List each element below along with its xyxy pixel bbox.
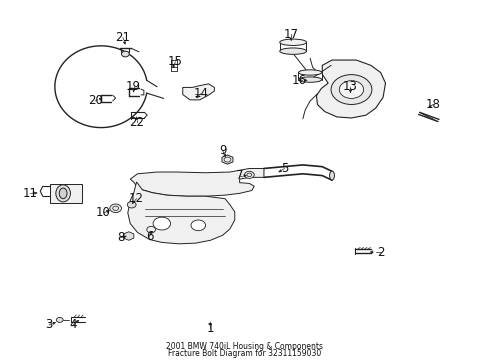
Text: 21: 21 [115,31,130,44]
Ellipse shape [298,77,321,82]
Polygon shape [127,182,234,244]
Text: 10: 10 [96,206,111,219]
Text: 3: 3 [45,318,53,332]
Circle shape [110,204,121,212]
Ellipse shape [56,185,70,202]
Polygon shape [130,168,264,196]
Circle shape [244,171,254,179]
Text: 5: 5 [280,162,287,175]
Text: 18: 18 [425,98,440,111]
Text: Fracture Bolt Diagram for 32311159030: Fracture Bolt Diagram for 32311159030 [167,349,321,358]
Text: 13: 13 [343,80,357,93]
FancyBboxPatch shape [50,184,81,203]
Text: 2001 BMW 740iL Housing & Components: 2001 BMW 740iL Housing & Components [165,342,323,351]
Text: 6: 6 [145,230,153,243]
Text: 22: 22 [129,116,144,129]
Circle shape [339,81,363,98]
Circle shape [153,217,170,230]
Polygon shape [316,60,385,118]
Text: 15: 15 [168,55,183,68]
Ellipse shape [59,188,67,199]
Text: 14: 14 [193,87,208,100]
Circle shape [121,51,129,57]
Text: 4: 4 [69,318,77,332]
Text: 2: 2 [376,246,384,258]
Ellipse shape [329,171,334,180]
Text: 1: 1 [206,322,214,335]
Ellipse shape [298,70,321,75]
Circle shape [56,318,63,323]
Text: 8: 8 [117,231,124,244]
Ellipse shape [279,39,306,45]
Text: 12: 12 [129,192,144,205]
Text: 19: 19 [126,80,141,93]
Circle shape [127,202,136,208]
Polygon shape [183,84,214,100]
Text: 7: 7 [235,169,243,182]
Text: 20: 20 [88,94,102,107]
Ellipse shape [279,48,306,54]
Text: 9: 9 [219,144,226,157]
Text: 11: 11 [23,187,38,200]
Circle shape [330,75,371,104]
Text: 17: 17 [283,28,298,41]
Text: 16: 16 [291,74,306,87]
Circle shape [191,220,205,231]
